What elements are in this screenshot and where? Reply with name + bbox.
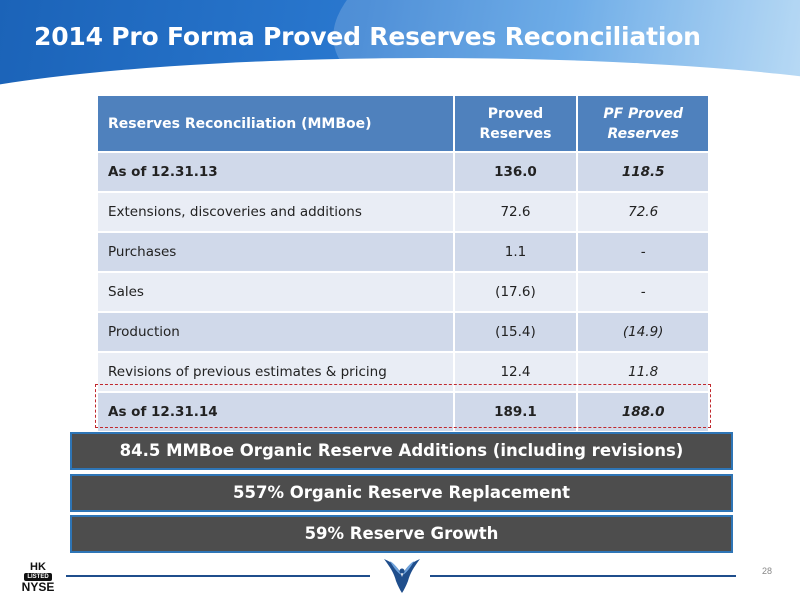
table-row: Revisions of previous estimates & pricin… (96, 351, 710, 393)
header-banner (0, 0, 800, 98)
row-pf-proved: 188.0 (576, 391, 710, 433)
row-pf-proved: 11.8 (576, 351, 710, 393)
row-pf-proved: 72.6 (576, 191, 710, 233)
row-label: Revisions of previous estimates & pricin… (96, 351, 455, 393)
table-row: Extensions, discoveries and additions 72… (96, 191, 710, 233)
row-label: Sales (96, 271, 455, 313)
table-row: Production (15.4) (14.9) (96, 311, 710, 353)
row-proved: 1.1 (452, 231, 579, 273)
footer-divider-right (430, 575, 736, 577)
row-proved: 72.6 (452, 191, 579, 233)
table-row-total: As of 12.31.14 189.1 188.0 (96, 391, 710, 433)
listing-hk: HK (30, 561, 46, 573)
hawk-icon (384, 559, 420, 593)
row-label: As of 12.31.13 (96, 151, 455, 193)
row-pf-proved: (14.9) (576, 311, 710, 353)
table-header-row: Reserves Reconciliation (MMBoe) Proved R… (96, 94, 710, 153)
listing-listed: LISTED (24, 573, 52, 581)
reserves-table: Reserves Reconciliation (MMBoe) Proved R… (96, 94, 710, 433)
row-proved: 136.0 (452, 151, 579, 193)
page-number: 28 (762, 566, 773, 576)
row-proved: 189.1 (452, 391, 579, 433)
table-row: Purchases 1.1 - (96, 231, 710, 273)
column-header-label: Reserves Reconciliation (MMBoe) (96, 94, 455, 153)
summary-bar-organic-additions: 84.5 MMBoe Organic Reserve Additions (in… (70, 432, 733, 470)
row-pf-proved: - (576, 231, 710, 273)
row-label: As of 12.31.14 (96, 391, 455, 433)
row-pf-proved: - (576, 271, 710, 313)
row-proved: 12.4 (452, 351, 579, 393)
row-label: Purchases (96, 231, 455, 273)
row-proved: (17.6) (452, 271, 579, 313)
column-header-proved: Proved Reserves (452, 94, 579, 153)
row-pf-proved: 118.5 (576, 151, 710, 193)
row-proved: (15.4) (452, 311, 579, 353)
exchange-listing-logo: HK LISTED NYSE (20, 561, 56, 594)
row-label: Extensions, discoveries and additions (96, 191, 455, 233)
summary-bar-reserve-replacement: 557% Organic Reserve Replacement (70, 474, 733, 512)
listing-nyse: NYSE (21, 580, 55, 594)
column-header-pf-proved: PF Proved Reserves (576, 94, 710, 153)
footer-divider-left (66, 575, 370, 577)
row-label: Production (96, 311, 455, 353)
page-title: 2014 Pro Forma Proved Reserves Reconcili… (34, 22, 701, 51)
table-row: Sales (17.6) - (96, 271, 710, 313)
table-row: As of 12.31.13 136.0 118.5 (96, 151, 710, 193)
summary-bar-reserve-growth: 59% Reserve Growth (70, 515, 733, 553)
